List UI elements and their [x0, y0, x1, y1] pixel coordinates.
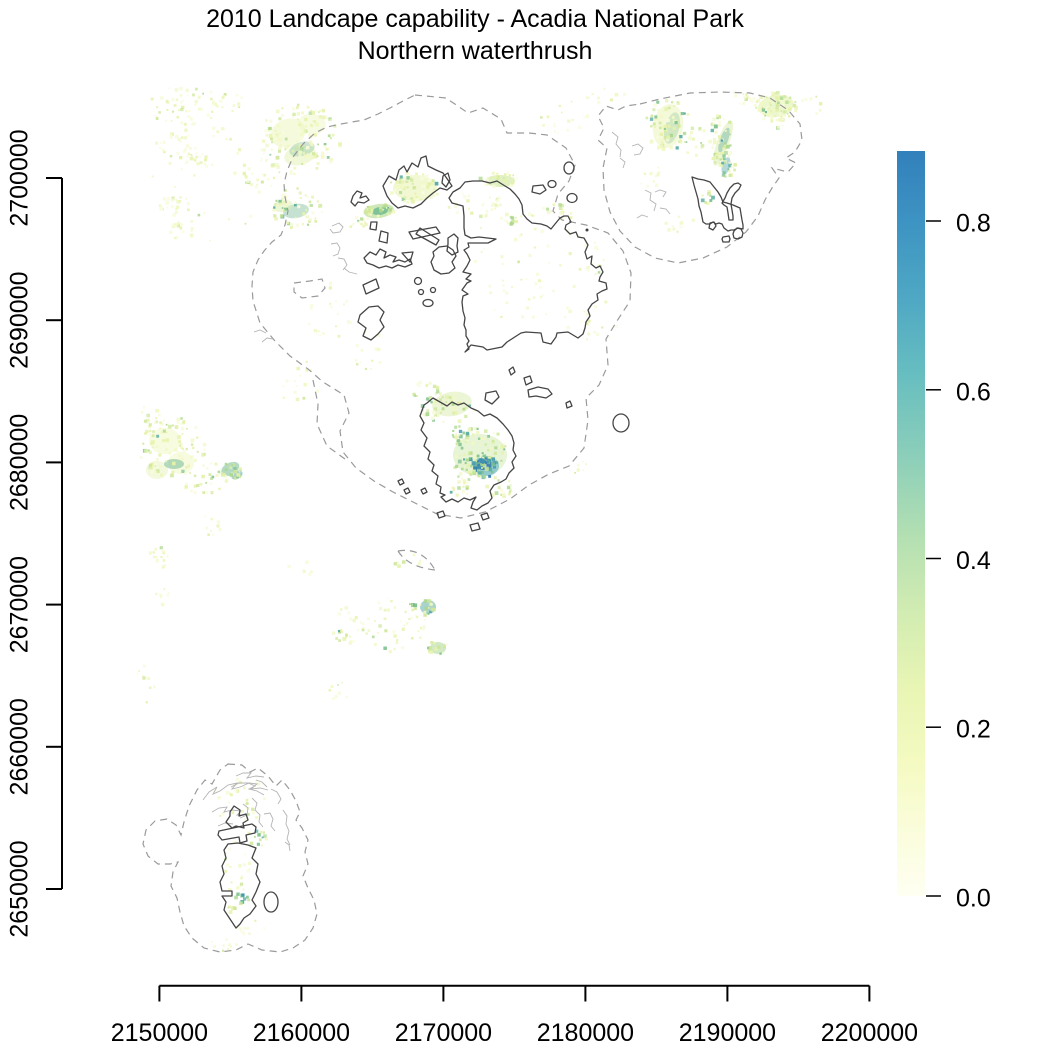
svg-text:2180000: 2180000 — [537, 1019, 634, 1047]
svg-text:2170000: 2170000 — [395, 1019, 492, 1047]
svg-text:2670000: 2670000 — [6, 556, 34, 653]
svg-text:2150000: 2150000 — [111, 1019, 208, 1047]
svg-text:2680000: 2680000 — [6, 414, 34, 511]
svg-text:2200000: 2200000 — [821, 1019, 918, 1047]
svg-text:2700000: 2700000 — [6, 129, 34, 226]
svg-text:2650000: 2650000 — [6, 840, 34, 937]
svg-text:2660000: 2660000 — [6, 698, 34, 795]
svg-text:0.8: 0.8 — [956, 210, 991, 238]
svg-text:0.6: 0.6 — [956, 378, 991, 406]
svg-text:2160000: 2160000 — [253, 1019, 350, 1047]
svg-text:0.0: 0.0 — [956, 885, 991, 913]
svg-text:0.2: 0.2 — [956, 716, 991, 744]
svg-text:2690000: 2690000 — [6, 272, 34, 369]
svg-text:2010 Landcape capability - Aca: 2010 Landcape capability - Acadia Nation… — [206, 5, 744, 33]
svg-text:Northern waterthrush: Northern waterthrush — [358, 37, 593, 65]
svg-text:0.4: 0.4 — [956, 547, 991, 575]
svg-text:2190000: 2190000 — [679, 1019, 776, 1047]
